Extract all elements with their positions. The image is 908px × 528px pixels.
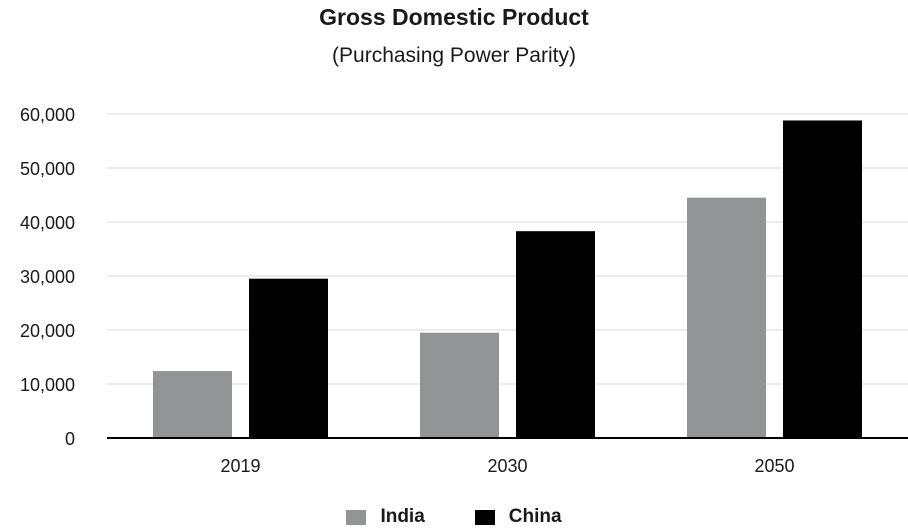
legend-item-china: China bbox=[474, 506, 562, 528]
x-tick-label: 2050 bbox=[754, 456, 794, 476]
legend-item-india: India bbox=[346, 506, 425, 528]
y-tick-label: 10,000 bbox=[20, 375, 75, 395]
legend-label-china: China bbox=[508, 506, 562, 527]
chart-title: Gross Domestic Product bbox=[319, 4, 589, 30]
y-tick-label: 30,000 bbox=[20, 267, 75, 287]
bar-india-2030 bbox=[420, 332, 499, 438]
bar-india-2050 bbox=[687, 197, 766, 438]
chart-subtitle: (Purchasing Power Parity) bbox=[332, 44, 576, 67]
legend-swatch-china bbox=[474, 509, 495, 525]
y-tick-label: 40,000 bbox=[20, 213, 75, 233]
y-tick-label: 60,000 bbox=[20, 105, 75, 125]
y-tick-label: 50,000 bbox=[20, 159, 75, 179]
bar-india-2019 bbox=[153, 371, 232, 438]
bar-china-2050 bbox=[783, 120, 862, 438]
bar-china-2019 bbox=[249, 278, 328, 438]
y-tick-label: 0 bbox=[65, 429, 75, 449]
legend: India China bbox=[0, 506, 908, 528]
y-tick-label: 20,000 bbox=[20, 321, 75, 341]
x-tick-label: 2019 bbox=[220, 456, 260, 476]
bar-china-2030 bbox=[516, 231, 595, 438]
legend-label-india: India bbox=[380, 506, 425, 527]
x-tick-label: 2030 bbox=[487, 456, 527, 476]
legend-swatch-india bbox=[346, 509, 367, 525]
